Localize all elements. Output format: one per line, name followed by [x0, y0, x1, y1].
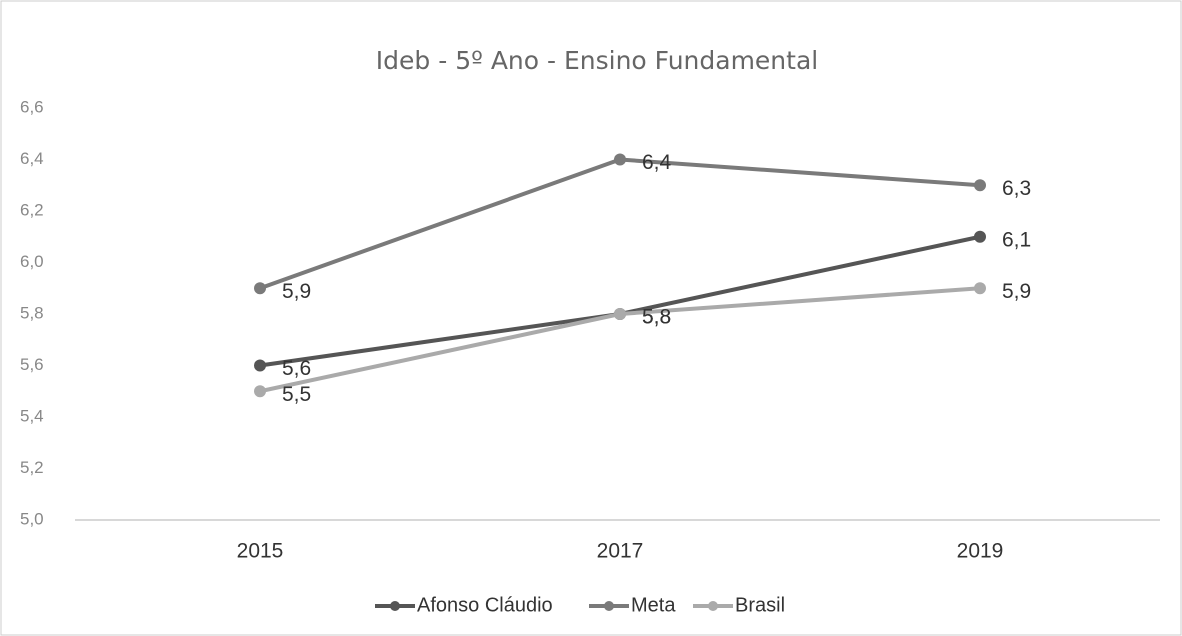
legend-marker	[604, 601, 614, 611]
y-tick-label: 5,8	[20, 303, 44, 322]
y-tick-label: 5,4	[20, 406, 44, 425]
data-label: 6,4	[642, 151, 672, 174]
data-label: 6,1	[1002, 228, 1031, 251]
data-point	[614, 153, 626, 166]
y-tick-label: 6,6	[20, 97, 44, 116]
data-point	[974, 230, 986, 243]
legend-marker	[390, 601, 400, 611]
data-point	[614, 308, 626, 320]
y-tick-label: 6,4	[20, 149, 44, 168]
data-label: 5,9	[282, 280, 311, 303]
y-tick-label: 6,0	[20, 252, 44, 271]
legend-label: Brasil	[735, 594, 785, 616]
legend-label: Afonso Cláudio	[417, 594, 553, 616]
legend-label: Meta	[631, 594, 676, 616]
x-tick-label: 2019	[957, 540, 1004, 563]
y-tick-label: 5,6	[20, 355, 44, 374]
x-tick-label: 2015	[237, 540, 284, 563]
y-tick-label: 5,0	[20, 509, 44, 528]
data-label: 6,3	[1002, 177, 1031, 200]
data-point	[254, 282, 266, 295]
data-point	[254, 385, 266, 398]
legend-marker	[708, 601, 718, 611]
data-label: 5,9	[1002, 280, 1031, 303]
data-label: 5,6	[282, 357, 311, 380]
chart-title: Ideb - 5º Ano - Ensino Fundamental	[376, 46, 818, 75]
data-point	[974, 179, 986, 192]
x-tick-label: 2017	[597, 540, 644, 563]
data-label: 5,5	[282, 383, 311, 406]
data-point	[254, 359, 266, 372]
data-point	[974, 282, 986, 295]
y-tick-label: 5,2	[20, 458, 44, 477]
y-tick-label: 6,2	[20, 200, 44, 219]
data-label: 5,8	[642, 306, 671, 329]
